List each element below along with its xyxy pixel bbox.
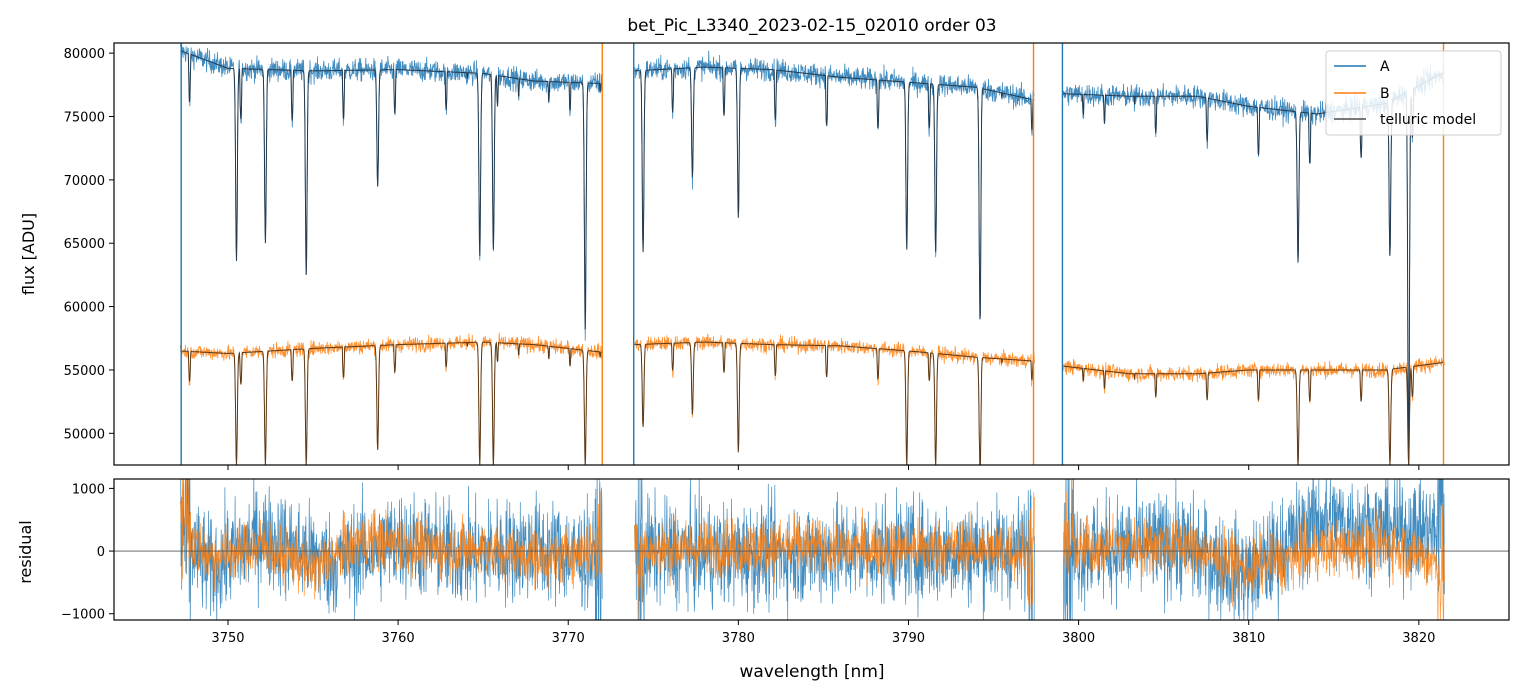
legend-label-b: B (1380, 86, 1390, 102)
legend: A B telluric model (1325, 50, 1502, 136)
residual-x-tick-label: 3780 (722, 631, 755, 646)
flux-axes-frame (113, 42, 1510, 466)
telluric-model-b-line (180, 341, 1445, 465)
residual-x-tick-label: 3800 (1062, 631, 1095, 646)
residual-x-tick-label: 3760 (382, 631, 415, 646)
residual-x-tick-label: 3820 (1402, 631, 1435, 646)
flux-y-tick-label: 60000 (64, 301, 105, 316)
flux-series-group (179, 43, 1445, 465)
flux-y-axis-label: flux [ADU] (19, 213, 38, 295)
series-b-residual-line (179, 479, 1445, 620)
residual-series-group (114, 479, 1509, 620)
residual-y-tick-label: 0 (97, 545, 105, 560)
flux-y-tick-label: 80000 (64, 47, 105, 62)
residual-x-tick-label: 3750 (211, 631, 244, 646)
residual-y-ticks: −1000 0 1000 (61, 482, 114, 623)
legend-label-model: telluric model (1380, 112, 1476, 128)
flux-y-ticks: 50000 55000 60000 65000 70000 75000 80000 (64, 47, 114, 442)
residual-y-tick-label: 1000 (72, 482, 105, 497)
chart-title: bet_Pic_L3340_2023-02-15_02010 order 03 (627, 16, 996, 36)
flux-y-tick-label: 65000 (64, 237, 105, 252)
residual-y-tick-label: −1000 (61, 608, 105, 623)
flux-y-tick-label: 50000 (64, 427, 105, 442)
flux-y-tick-label: 55000 (64, 364, 105, 379)
residual-x-tick-label: 3790 (892, 631, 925, 646)
residual-axes-frame (113, 478, 1510, 621)
legend-label-a: A (1380, 59, 1390, 75)
flux-x-ticks (227, 465, 1420, 470)
flux-y-tick-label: 70000 (64, 174, 105, 189)
flux-y-tick-label: 75000 (64, 111, 105, 126)
residual-y-axis-label: residual (16, 520, 35, 583)
residual-x-tick-label: 3810 (1232, 631, 1265, 646)
residual-x-ticks: 3750 3760 3770 3780 3790 3800 3810 3820 (211, 620, 1435, 646)
flux-panel: 50000 55000 60000 65000 70000 75000 80000 flux… (19, 42, 1510, 470)
x-axis-label: wavelength [nm] (739, 662, 884, 682)
legend-box (1325, 50, 1502, 136)
residual-x-tick-label: 3770 (552, 631, 585, 646)
